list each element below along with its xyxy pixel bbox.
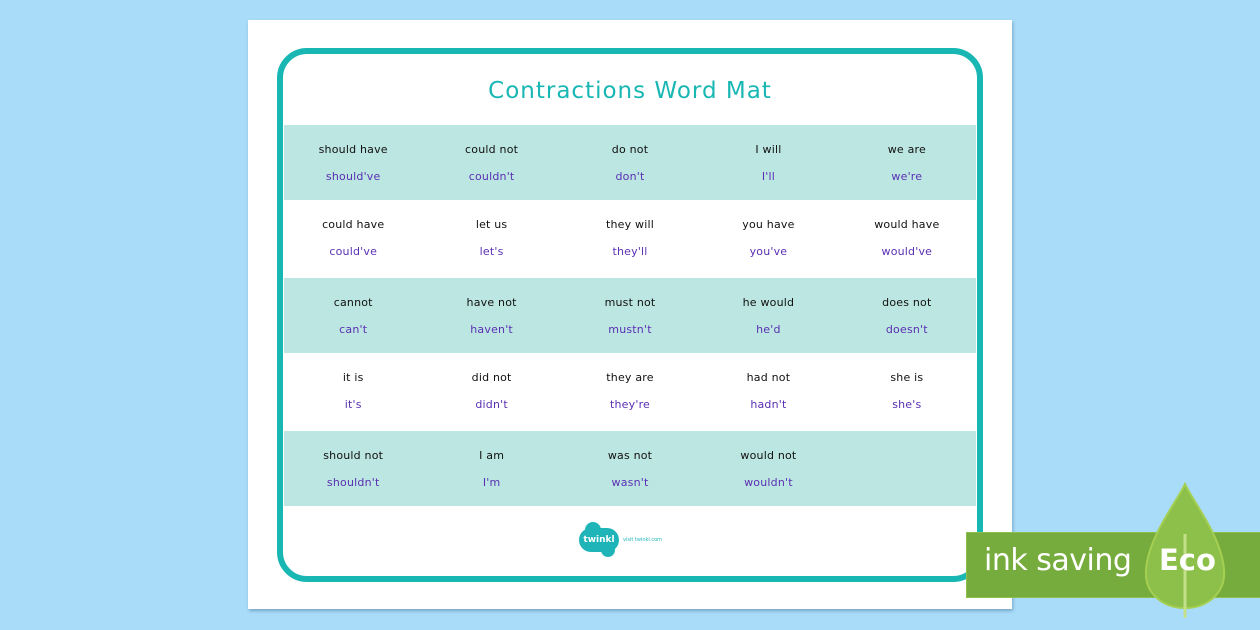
word-cell: he would he'd bbox=[699, 278, 837, 353]
full-form: could not bbox=[465, 143, 519, 156]
contraction: should've bbox=[325, 170, 381, 183]
full-form: we are bbox=[887, 143, 926, 156]
contraction: he'd bbox=[756, 323, 781, 336]
table-row: should not shouldn't I am I'm was not wasn'… bbox=[284, 431, 976, 506]
contraction: I'll bbox=[761, 170, 776, 183]
contraction: would've bbox=[881, 245, 933, 258]
word-cell: must not mustn't bbox=[561, 278, 699, 353]
word-cell: let us let's bbox=[422, 200, 560, 278]
eco-label: Eco bbox=[1159, 543, 1216, 577]
word-cell: cannot can't bbox=[284, 278, 422, 353]
contraction: haven't bbox=[470, 323, 513, 336]
contraction: can't bbox=[339, 323, 368, 336]
full-form: do not bbox=[611, 143, 649, 156]
contraction: let's bbox=[479, 245, 504, 258]
word-cell: could have could've bbox=[284, 200, 422, 278]
contraction: we're bbox=[891, 170, 923, 183]
full-form: should have bbox=[318, 143, 388, 156]
contractions-grid: should have should've could not couldn't d… bbox=[284, 125, 976, 506]
contraction: they'll bbox=[612, 245, 648, 258]
word-cell: it is it's bbox=[284, 353, 422, 431]
contraction: shouldn't bbox=[326, 476, 380, 489]
full-form: was not bbox=[607, 449, 653, 462]
contraction: she's bbox=[892, 398, 922, 411]
contraction: don't bbox=[615, 170, 645, 183]
contraction: wouldn't bbox=[744, 476, 793, 489]
leaf-icon bbox=[1144, 482, 1226, 618]
full-form: must not bbox=[604, 296, 656, 309]
word-mat-frame: Contractions Word Mat should have should'… bbox=[277, 48, 983, 582]
contraction: it's bbox=[344, 398, 362, 411]
table-row: it is it's did not didn't they are they're … bbox=[284, 353, 976, 431]
full-form: I am bbox=[479, 449, 505, 462]
word-cell: should have should've bbox=[284, 125, 422, 200]
contraction: could've bbox=[329, 245, 378, 258]
full-form: she is bbox=[890, 371, 924, 384]
worksheet-preview: Contractions Word Mat should have should'… bbox=[248, 20, 1012, 609]
logo-brand: twinkl bbox=[583, 535, 615, 545]
full-form: could have bbox=[322, 218, 385, 231]
full-form: he would bbox=[742, 296, 795, 309]
contraction: wasn't bbox=[611, 476, 649, 489]
twinkl-logo: twinkl visit twinkl.com bbox=[579, 522, 663, 557]
full-form: would have bbox=[874, 218, 940, 231]
word-cell: have not haven't bbox=[422, 278, 560, 353]
contraction: mustn't bbox=[608, 323, 652, 336]
full-form: have not bbox=[466, 296, 517, 309]
full-form: you have bbox=[742, 218, 795, 231]
full-form: had not bbox=[746, 371, 791, 384]
full-form: cannot bbox=[333, 296, 373, 309]
contraction: doesn't bbox=[885, 323, 928, 336]
full-form: would not bbox=[740, 449, 797, 462]
full-form: should not bbox=[323, 449, 384, 462]
word-cell: should not shouldn't bbox=[284, 431, 422, 506]
word-cell: would have would've bbox=[838, 200, 976, 278]
word-cell: they will they'll bbox=[561, 200, 699, 278]
word-cell: you have you've bbox=[699, 200, 837, 278]
word-cell: I am I'm bbox=[422, 431, 560, 506]
full-form: I will bbox=[755, 143, 782, 156]
full-form: does not bbox=[882, 296, 932, 309]
word-cell: we are we're bbox=[838, 125, 976, 200]
table-row: could have could've let us let's they will… bbox=[284, 200, 976, 278]
contraction: I'm bbox=[482, 476, 501, 489]
table-row: should have should've could not couldn't d… bbox=[284, 125, 976, 200]
full-form: they will bbox=[606, 218, 655, 231]
page-title: Contractions Word Mat bbox=[488, 78, 772, 104]
contraction: couldn't bbox=[468, 170, 515, 183]
contraction: didn't bbox=[475, 398, 508, 411]
word-cell: was not wasn't bbox=[561, 431, 699, 506]
word-cell: does not doesn't bbox=[838, 278, 976, 353]
ink-saving-label: ink saving bbox=[984, 543, 1132, 578]
table-row: cannot can't have not haven't must not must… bbox=[284, 278, 976, 353]
cloud-logo-icon: twinkl bbox=[579, 522, 619, 557]
word-cell: could not couldn't bbox=[422, 125, 560, 200]
word-cell: had not hadn't bbox=[699, 353, 837, 431]
word-cell: did not didn't bbox=[422, 353, 560, 431]
logo-url: visit twinkl.com bbox=[623, 537, 663, 543]
word-cell: they are they're bbox=[561, 353, 699, 431]
full-form: it is bbox=[342, 371, 364, 384]
word-cell-empty bbox=[838, 431, 976, 506]
full-form: they are bbox=[606, 371, 654, 384]
contraction: they're bbox=[609, 398, 651, 411]
word-cell: do not don't bbox=[561, 125, 699, 200]
contraction: you've bbox=[749, 245, 788, 258]
contraction: hadn't bbox=[750, 398, 787, 411]
full-form: let us bbox=[475, 218, 508, 231]
word-cell: would not wouldn't bbox=[699, 431, 837, 506]
word-cell: she is she's bbox=[838, 353, 976, 431]
full-form: did not bbox=[471, 371, 512, 384]
word-cell: I will I'll bbox=[699, 125, 837, 200]
